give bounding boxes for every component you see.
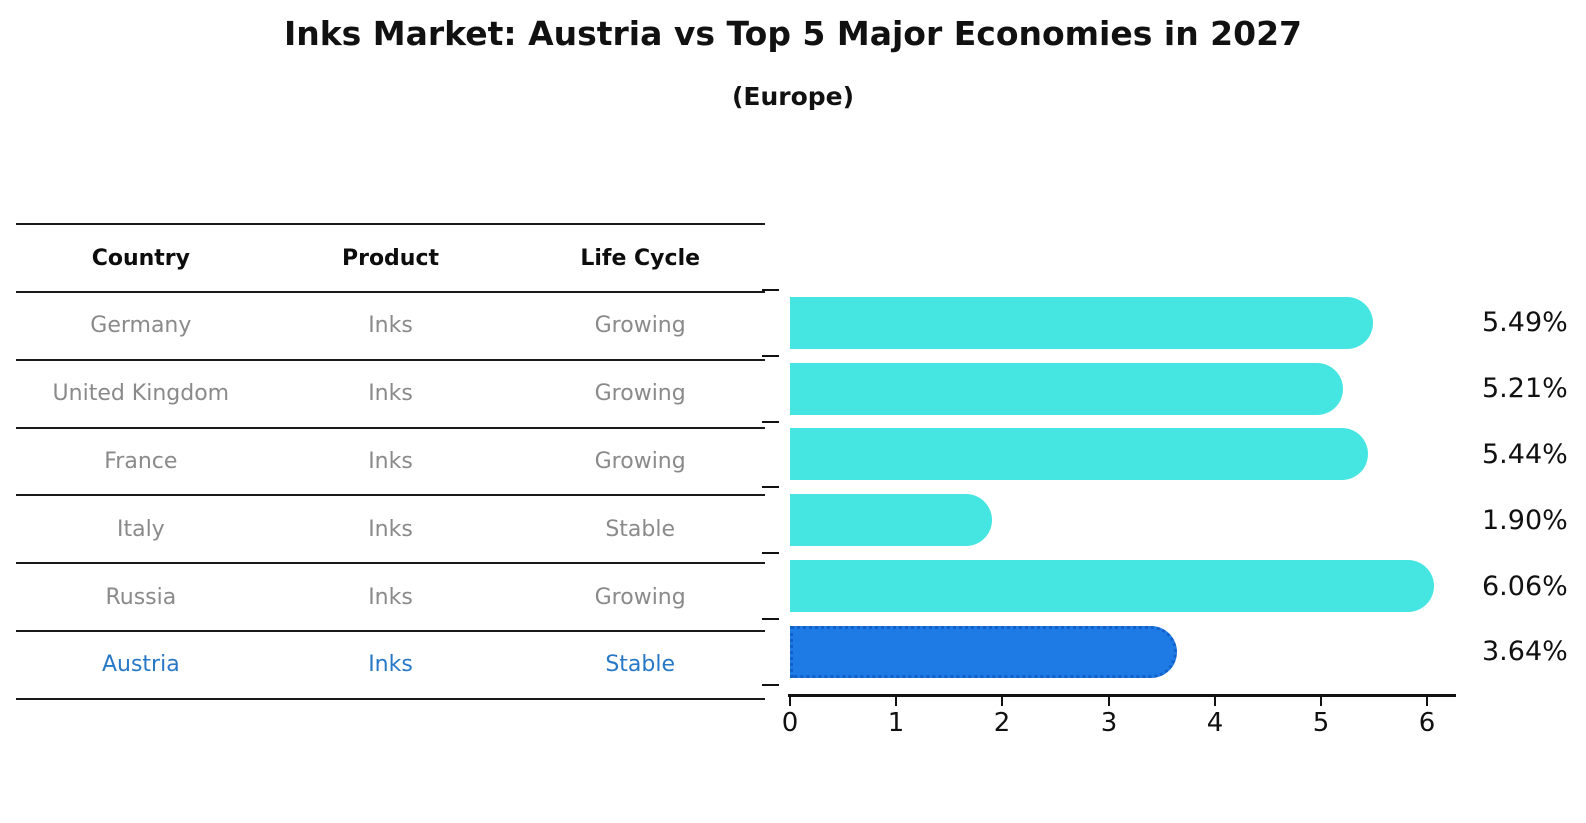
- chart-subtitle: (Europe): [731, 82, 855, 111]
- bar-germany: [790, 296, 1373, 349]
- country-cell: France: [104, 448, 178, 474]
- product-cell: Inks: [368, 584, 413, 610]
- value-label-russia: 6.06%: [1482, 570, 1568, 602]
- country-cell: Russia: [105, 584, 177, 610]
- product-cell: Inks: [368, 448, 413, 474]
- bar-band: [790, 553, 1460, 619]
- x-axis-tick: [1214, 697, 1216, 706]
- value-label-germany: 5.49%: [1482, 307, 1568, 339]
- lifecycle-cell: Stable: [605, 516, 676, 542]
- value-labels: 5.49% 5.21% 5.44% 1.90% 6.06% 3.64%: [1482, 290, 1586, 685]
- x-axis-tick-label: 6: [1418, 708, 1436, 738]
- table-row-france: France Inks Growing: [16, 429, 765, 497]
- bar-italy: [790, 494, 992, 547]
- table-row-russia: Russia Inks Growing: [16, 564, 765, 632]
- country-cell: Italy: [116, 516, 165, 542]
- lifecycle-cell: Growing: [594, 584, 686, 610]
- product-cell: Inks: [368, 516, 413, 542]
- x-axis-tick-label: 4: [1206, 708, 1224, 738]
- chart-title: Inks Market: Austria vs Top 5 Major Econ…: [283, 14, 1303, 53]
- bar-austria-highlighted: [790, 625, 1177, 678]
- product-cell: Inks: [368, 652, 413, 678]
- bar-russia: [790, 560, 1434, 613]
- bar-france: [790, 428, 1368, 481]
- bar-band: [790, 487, 1460, 553]
- x-axis-tick: [895, 697, 897, 706]
- country-cell: Germany: [90, 313, 192, 339]
- bar-band: [790, 290, 1460, 356]
- y-axis-tick: [762, 421, 779, 423]
- x-axis-tick: [1108, 697, 1110, 706]
- table-row-italy: Italy Inks Stable: [16, 496, 765, 565]
- x-axis-tick-label: 5: [1312, 708, 1330, 738]
- lifecycle-cell: Growing: [594, 381, 686, 407]
- x-axis-tick-label: 1: [887, 708, 905, 738]
- x-axis-tick-label: 0: [781, 708, 799, 738]
- value-label-austria: 3.64%: [1482, 636, 1568, 668]
- x-axis-tick-label: 2: [993, 708, 1011, 738]
- y-axis-tick: [762, 684, 779, 686]
- bar-band: [790, 356, 1460, 422]
- table-header-row: Country Product Life Cycle: [16, 223, 765, 293]
- y-axis-tick: [762, 618, 779, 620]
- column-header-country: Country: [91, 245, 190, 271]
- value-label-united-kingdom: 5.21%: [1482, 373, 1568, 405]
- x-axis-tick: [1426, 697, 1428, 706]
- value-label-italy: 1.90%: [1482, 504, 1568, 536]
- y-axis-tick: [762, 486, 779, 488]
- lifecycle-cell: Growing: [594, 313, 686, 339]
- bar-united-kingdom: [790, 362, 1343, 415]
- y-axis-tick: [762, 552, 779, 554]
- x-axis-tick: [789, 697, 791, 706]
- country-cell: Austria: [101, 652, 180, 678]
- table-row-austria-highlighted: Austria Inks Stable: [16, 632, 765, 700]
- table-row-germany: Germany Inks Growing: [16, 293, 765, 361]
- lifecycle-cell: Growing: [594, 448, 686, 474]
- lifecycle-cell: Stable: [605, 652, 676, 678]
- bar-band: [790, 619, 1460, 685]
- y-axis-tick: [762, 355, 779, 357]
- x-axis-tick: [1320, 697, 1322, 706]
- country-table: Country Product Life Cycle Germany Inks …: [16, 223, 765, 700]
- y-axis-tick: [762, 289, 779, 291]
- product-cell: Inks: [368, 313, 413, 339]
- x-axis-tick-label: 3: [1100, 708, 1118, 738]
- x-axis-tick: [1001, 697, 1003, 706]
- bar-band: [790, 422, 1460, 488]
- bar-chart-plot-area: [790, 290, 1460, 685]
- column-header-lifecycle: Life Cycle: [580, 245, 701, 271]
- value-label-france: 5.44%: [1482, 438, 1568, 470]
- country-cell: United Kingdom: [52, 381, 230, 407]
- table-row-united-kingdom: United Kingdom Inks Growing: [16, 361, 765, 429]
- column-header-product: Product: [341, 245, 440, 271]
- x-axis-line: [788, 694, 1456, 697]
- product-cell: Inks: [368, 381, 413, 407]
